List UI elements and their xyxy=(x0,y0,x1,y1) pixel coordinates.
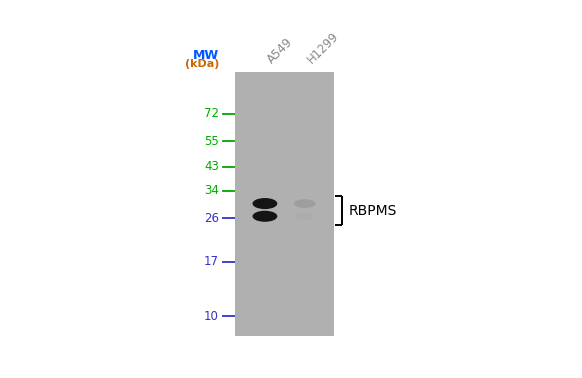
Text: 43: 43 xyxy=(204,160,219,173)
Bar xyxy=(235,71,334,345)
Text: 26: 26 xyxy=(204,212,219,225)
Text: H1299: H1299 xyxy=(304,29,341,66)
Ellipse shape xyxy=(294,199,315,208)
Text: 34: 34 xyxy=(204,184,219,197)
Ellipse shape xyxy=(253,211,277,222)
Text: (kDa): (kDa) xyxy=(184,59,219,69)
Text: 55: 55 xyxy=(204,135,219,148)
Ellipse shape xyxy=(253,198,277,209)
Text: 10: 10 xyxy=(204,310,219,322)
Text: 17: 17 xyxy=(204,255,219,268)
Ellipse shape xyxy=(296,212,314,220)
Text: RBPMS: RBPMS xyxy=(349,204,397,218)
Text: A549: A549 xyxy=(265,35,296,66)
Text: MW: MW xyxy=(193,49,219,62)
Text: 72: 72 xyxy=(204,107,219,121)
